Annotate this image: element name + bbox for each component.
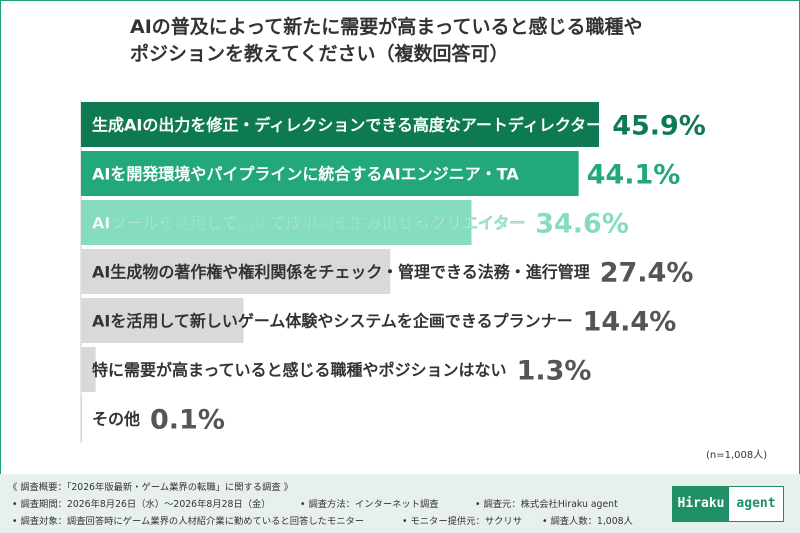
sample-size-note: (n=1,008人): [706, 450, 768, 461]
bar-5: [81, 298, 244, 343]
category-label-4: AI生成物の著作権や権利関係をチェック・管理できる法務・進行管理: [92, 263, 590, 282]
category-label-2: AIを開発環境やパイプラインに統合するAIエンジニア・TA: [92, 165, 519, 184]
bar-chart: 生成AIの出力を修正・ディレクションできる高度なアートディレクター 45.9% AI…: [80, 100, 706, 443]
value-label-6: 1.3%: [517, 356, 592, 387]
category-label-6: 特に需要が高まっていると感じる職種やポジションはない: [92, 361, 507, 380]
value-label-3: 34.6%: [535, 209, 629, 240]
value-label-2: 44.1%: [587, 160, 681, 191]
chart-title-line-2: ポジションを教えてください（複数回答可）: [130, 43, 509, 65]
survey-target: • 調査対象：調査回答時にゲーム業界の人材紹介業に勤めていると回答したモニター: [12, 516, 365, 527]
bar-3: [81, 200, 472, 245]
survey-organizer: • 調査元：株式会社Hiraku agent: [475, 499, 618, 510]
category-label-5: AIを活用して新しいゲーム体験やシステムを企画できるプランナー: [92, 312, 573, 331]
bar-1: [81, 102, 599, 147]
survey-footer: 《 調査概要：「2026年版最新・ゲーム業界の転職」に関する調査 》 • 調査期…: [0, 474, 800, 533]
value-label-5: 14.4%: [583, 307, 677, 338]
bar-6: [81, 347, 96, 392]
category-label-7: その他: [92, 410, 140, 429]
survey-heading: 《 調査概要：「2026年版最新・ゲーム業界の転職」に関する調査 》: [8, 482, 293, 493]
value-label-4: 27.4%: [600, 258, 694, 289]
value-label-1: 45.9%: [612, 111, 706, 142]
category-label-3: AIツールを活用して高速で成果物を生み出せるクリエイター: [92, 214, 525, 233]
chart-title-line-1: AIの普及によって新たに需要が高まっていると感じる職種や: [130, 16, 643, 38]
value-label-7: 0.1%: [150, 405, 225, 436]
bar-2: [81, 151, 579, 196]
survey-count: • 調査人数：1,008人: [542, 516, 633, 527]
hiraku-agent-logo: Hiraku agent: [672, 486, 784, 522]
bar-4: [81, 249, 391, 294]
survey-period: • 調査期間：2026年8月26日（水）～2026年8月28日（金）: [12, 499, 271, 510]
bar-7: [81, 396, 83, 441]
category-label-1: 生成AIの出力を修正・ディレクションできる高度なアートディレクター: [92, 116, 602, 135]
logo-right-text: agent: [736, 496, 776, 511]
logo-left-text: Hiraku: [673, 487, 729, 521]
chart-title: AIの普及によって新たに需要が高まっていると感じる職種や ポジションを教えてくだ…: [130, 14, 750, 68]
survey-method: • 調査方法：インターネット調査: [300, 499, 439, 510]
survey-monitor: • モニター提供元：サクリサ: [402, 516, 523, 527]
